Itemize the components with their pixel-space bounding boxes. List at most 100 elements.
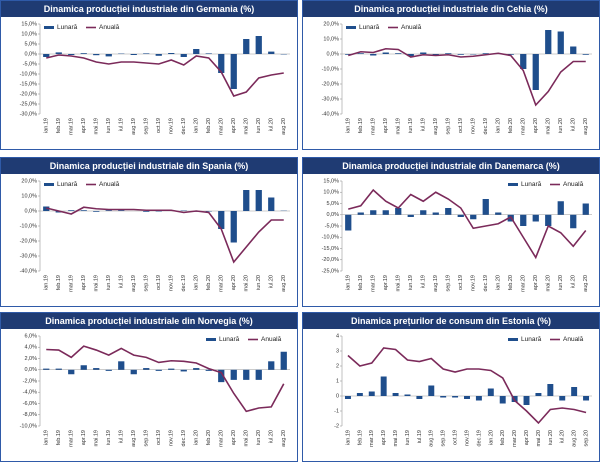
chart-title: Dinamica producției industriale din Cehi…	[354, 4, 548, 14]
bar	[557, 31, 564, 54]
x-tick-label: apr.20	[533, 275, 539, 290]
x-tick-label: aug.19	[131, 275, 137, 292]
x-tick-label: iun.20	[558, 118, 564, 133]
y-tick-label: 4,0%	[24, 345, 37, 351]
bar	[55, 52, 62, 54]
bar	[268, 51, 275, 54]
y-tick-label: 5,0%	[326, 201, 339, 207]
bar	[407, 54, 414, 57]
x-tick-label: ian.19	[44, 275, 50, 290]
bar	[432, 212, 439, 215]
x-tick-label: mar.19	[69, 275, 75, 292]
bar	[482, 53, 489, 54]
chart-title: Dinamica producției industriale din Dane…	[342, 161, 560, 171]
x-tick-label: mar.19	[69, 430, 75, 447]
x-tick-label: feb.20	[206, 118, 212, 133]
x-tick-label: feb.19	[56, 118, 62, 133]
y-tick-label: -30,0%	[20, 253, 38, 259]
y-tick-label: 6,0%	[24, 333, 37, 339]
x-tick-label: mai.19	[94, 275, 100, 292]
x-tick-label: ian.20	[496, 275, 502, 290]
x-tick-label: iun.20	[558, 275, 564, 290]
bar	[380, 376, 387, 396]
bar	[356, 393, 363, 396]
x-tick-label: nov.19	[169, 275, 175, 291]
y-tick-label: -4,0%	[23, 390, 37, 396]
bar	[230, 369, 237, 380]
chart-panel: Dinamica producției industriale din Dane…	[302, 157, 600, 307]
x-tick-label: mai.19	[396, 275, 402, 292]
bar	[205, 53, 212, 54]
x-tick-label: mai.20	[536, 430, 542, 447]
bar	[105, 54, 112, 57]
bar	[535, 393, 542, 396]
y-tick-label: 15,0%	[21, 21, 37, 27]
title-bar	[1, 158, 297, 174]
bar	[570, 46, 577, 54]
x-tick-label: dec.19	[476, 430, 482, 447]
x-tick-label: oct.19	[156, 275, 162, 290]
y-tick-label: -40,0%	[322, 111, 340, 117]
bar	[118, 361, 125, 370]
bar	[445, 53, 452, 54]
x-tick-label: iun.19	[106, 118, 112, 133]
bar	[43, 54, 50, 57]
y-tick-label: -20,0%	[20, 91, 38, 97]
x-tick-label: aug.20	[583, 118, 589, 135]
y-tick-label: -10,0%	[322, 235, 340, 241]
x-tick-label: feb.19	[357, 430, 363, 445]
bar	[268, 197, 275, 211]
x-tick-label: feb.20	[206, 430, 212, 445]
x-tick-label: aug.19	[131, 118, 137, 135]
x-tick-label: ian.20	[488, 430, 494, 445]
x-tick-label: apr.19	[81, 118, 87, 133]
bar	[440, 396, 447, 398]
bar	[370, 210, 377, 215]
bar	[218, 369, 225, 383]
bar	[80, 53, 87, 54]
bar	[532, 54, 539, 90]
bar	[168, 53, 175, 54]
legend-label: Lunară	[521, 336, 542, 343]
legend-label: Lunară	[219, 336, 240, 343]
panel-border	[0, 157, 298, 307]
bar	[404, 394, 411, 396]
x-tick-label: mai.20	[546, 118, 552, 135]
x-tick-label: mai.19	[94, 118, 100, 135]
y-tick-label: -2,0%	[23, 378, 37, 384]
bar	[382, 210, 389, 215]
bar	[428, 385, 435, 396]
bar	[205, 369, 212, 371]
x-tick-label: mar.19	[371, 275, 377, 292]
x-tick-label: iul.20	[269, 430, 275, 443]
bar	[420, 210, 427, 215]
x-tick-label: apr.19	[81, 430, 87, 445]
legend-label: Anuală	[563, 336, 584, 343]
chart-panel: Dinamica producției industriale din Cehi…	[302, 0, 600, 150]
chart-title: Dinamica producției industriale din Span…	[50, 161, 249, 171]
x-tick-label: iun.19	[106, 430, 112, 445]
bar	[559, 396, 566, 401]
y-tick-label: 20,0%	[21, 178, 37, 184]
x-tick-label: oct.19	[458, 275, 464, 290]
x-tick-label: iul.19	[119, 275, 125, 288]
x-tick-label: ian.20	[194, 118, 200, 133]
y-tick-label: 2	[336, 363, 339, 369]
y-tick-label: -2	[334, 423, 339, 429]
bar	[243, 190, 250, 211]
bar	[80, 365, 87, 370]
x-tick-label: ian.20	[496, 118, 502, 133]
x-tick-label: iul.19	[119, 118, 125, 131]
x-tick-label: aug.19	[433, 118, 439, 135]
x-tick-label: iul.20	[269, 275, 275, 288]
bar	[105, 210, 112, 211]
x-tick-label: iul.19	[119, 430, 125, 443]
line	[46, 345, 285, 413]
legend-label: Lunară	[57, 24, 78, 31]
bar	[243, 39, 250, 54]
y-tick-label: 3	[336, 348, 339, 354]
y-tick-label: -6,0%	[23, 401, 37, 407]
bar	[357, 53, 364, 54]
x-tick-label: apr.19	[381, 430, 387, 445]
